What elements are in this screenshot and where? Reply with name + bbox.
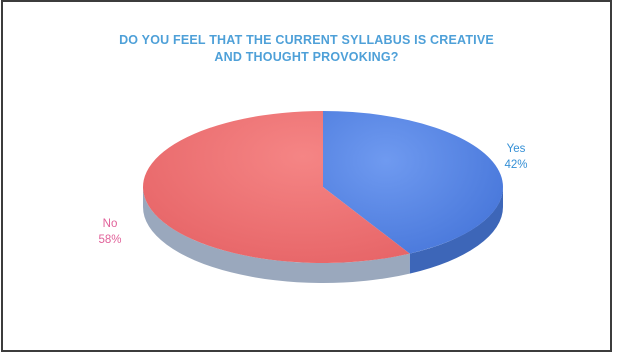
pie-side-no bbox=[142, 187, 410, 283]
label-yes-value: 42% bbox=[504, 159, 527, 171]
chart-title-line-1: DO YOU FEEL THAT THE CURRENT SYLLABUS IS… bbox=[119, 33, 494, 47]
label-no-name: No bbox=[103, 218, 118, 230]
pie-sides bbox=[142, 187, 503, 283]
pie-tops bbox=[142, 111, 503, 263]
label-no: No 58% bbox=[98, 218, 121, 246]
chart-title: DO YOU FEEL THAT THE CURRENT SYLLABUS IS… bbox=[3, 32, 610, 66]
pie-slice-no bbox=[142, 111, 410, 263]
pie-slice-yes bbox=[323, 111, 503, 254]
chart-title-line-2: AND THOUGHT PROVOKING? bbox=[214, 50, 399, 64]
pie-side-yes bbox=[409, 187, 503, 274]
label-yes: Yes 42% bbox=[504, 143, 527, 171]
label-no-value: 58% bbox=[98, 234, 121, 246]
label-yes-name: Yes bbox=[507, 143, 526, 155]
chart-frame: DO YOU FEEL THAT THE CURRENT SYLLABUS IS… bbox=[1, 0, 612, 352]
pie-chart: Yes 42% No 58% bbox=[98, 111, 528, 283]
